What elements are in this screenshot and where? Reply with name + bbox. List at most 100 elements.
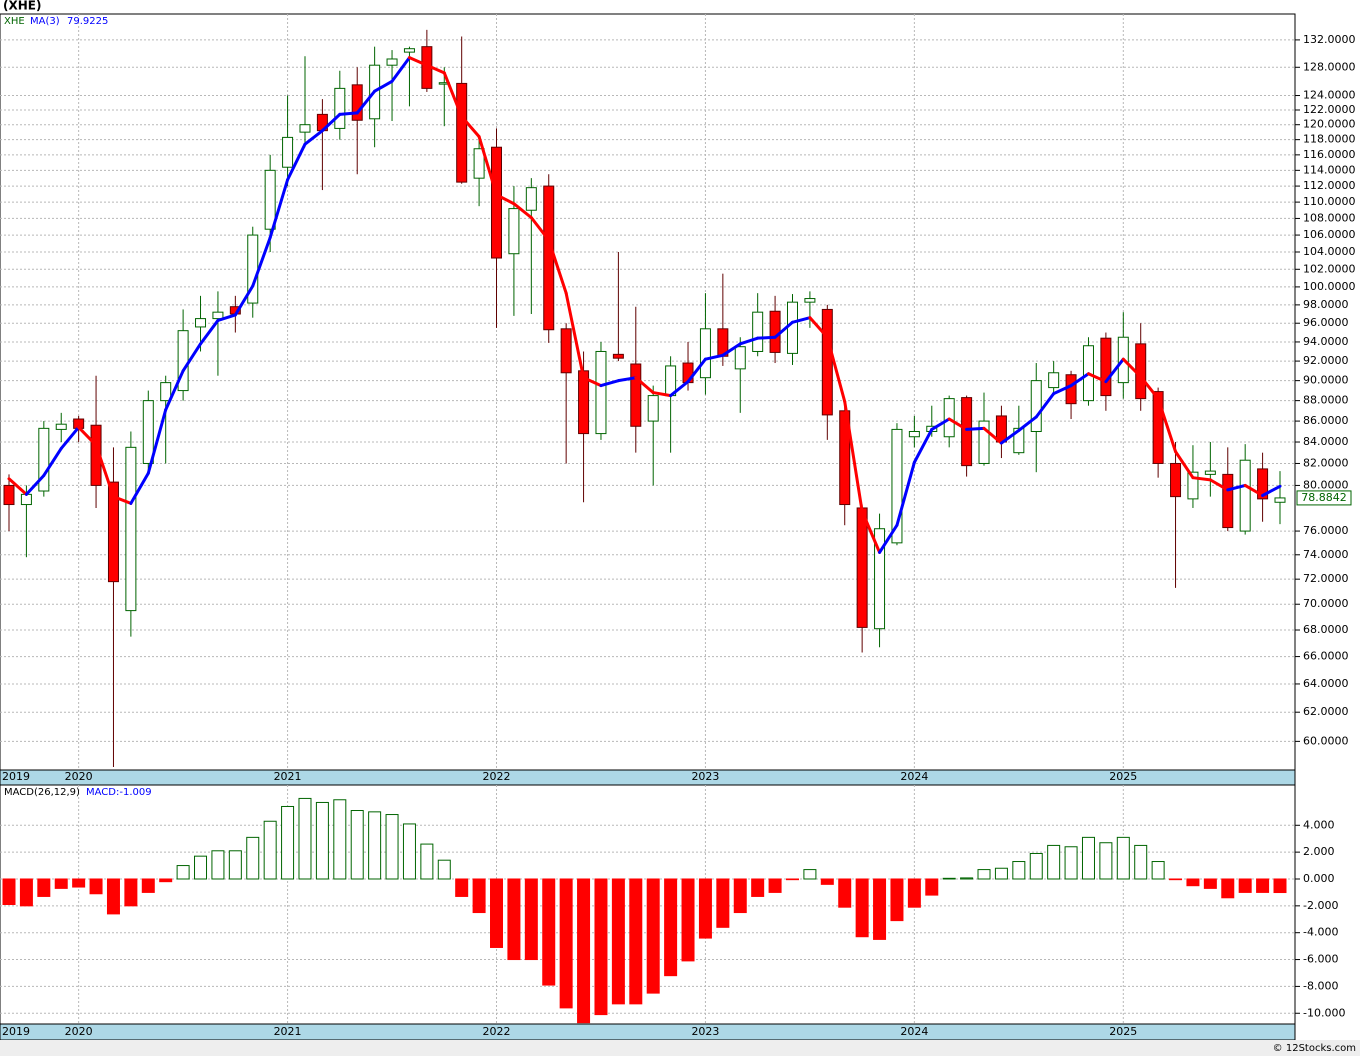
macd-bar (37, 878, 51, 897)
ma-segment (860, 509, 882, 554)
x-tick-label: 2021 (274, 770, 302, 783)
ma-segment (390, 56, 411, 83)
y-tick-label: 74.0000 (1303, 548, 1349, 561)
y-tick-label: 112.0000 (1303, 179, 1356, 192)
macd-bar (820, 878, 834, 885)
macd-bar (2, 878, 16, 906)
macd-bar (106, 878, 120, 915)
x-tick-label: 2020 (65, 1025, 93, 1038)
candle-body (125, 446, 137, 612)
macd-bar (159, 878, 173, 883)
macd-bar (1169, 878, 1183, 881)
candle-body (195, 318, 207, 328)
ma-segment (320, 112, 342, 133)
macd-bar (1012, 861, 1026, 880)
macd-bar (646, 878, 660, 994)
ma-segment (1191, 476, 1212, 482)
ma-segment (442, 71, 464, 119)
x-tick-label: 2022 (483, 770, 511, 783)
candle-body (874, 528, 886, 630)
ma-segment (268, 178, 290, 240)
ma-segment (1243, 483, 1265, 497)
y-tick-label: 122.0000 (1303, 103, 1356, 116)
footer: © 12Stocks.com (1273, 1043, 1356, 1054)
macd-bar (733, 878, 747, 914)
y-tick-label: 94.0000 (1303, 335, 1349, 348)
ma-segment (825, 335, 847, 404)
x-tick-label: 2025 (1109, 770, 1137, 783)
y-tick-label: 104.0000 (1303, 245, 1356, 258)
macd-bar (455, 878, 469, 897)
macd-bar (1047, 844, 1061, 880)
candle-body (560, 328, 572, 374)
symbol-legend: XHE (4, 16, 25, 27)
macd-bar (350, 810, 364, 880)
ma-segment (912, 427, 934, 464)
y-tick-label: 98.0000 (1303, 298, 1349, 311)
macd-bar (664, 878, 678, 977)
x-tick-label: 2022 (483, 1025, 511, 1038)
ma-segment (703, 353, 725, 361)
ma-segment (7, 477, 28, 496)
candle-body (1100, 337, 1112, 397)
ma-segment (1139, 375, 1160, 401)
ma-segment (999, 428, 1021, 445)
y-tick-label: 90.0000 (1303, 374, 1349, 387)
ma-segment (547, 238, 568, 295)
chart-title: (XHE) (3, 0, 41, 13)
y-tick-label: 124.0000 (1303, 89, 1356, 102)
candle-body (351, 84, 363, 121)
ma-segment (738, 336, 760, 346)
y-tick-label: -6.000 (1303, 953, 1338, 966)
ma-segment (756, 335, 777, 340)
ma-segment (616, 376, 638, 383)
ma-segment (111, 495, 133, 505)
macd-bar (1221, 878, 1235, 899)
ma-segment (425, 63, 446, 75)
candle-body (891, 428, 903, 544)
ma-segment (233, 284, 255, 317)
candle-body (908, 430, 920, 438)
macd-bar (559, 878, 573, 1009)
ma-segment (303, 129, 324, 146)
ma-segment (1156, 397, 1178, 454)
candle-body (1187, 471, 1199, 500)
macd-date-band (0, 1023, 1296, 1041)
candle-body (264, 169, 276, 230)
y-tick-label: -8.000 (1303, 979, 1338, 992)
macd-bar (1134, 844, 1148, 880)
macd-bar (263, 820, 277, 880)
y-tick-label: 86.0000 (1303, 414, 1349, 427)
candle-body (1152, 391, 1164, 464)
candle-body (386, 58, 398, 66)
ma-segment (1208, 478, 1230, 492)
ma-segment (982, 426, 1003, 445)
ma-segment (355, 89, 377, 115)
candle-body (595, 350, 607, 435)
ma-segment (216, 313, 237, 322)
macd-bar (1203, 878, 1217, 889)
macd-bar (194, 855, 208, 880)
y-tick-label: 84.0000 (1303, 435, 1349, 448)
x-tick-label: 2025 (1109, 1025, 1137, 1038)
macd-bar (594, 878, 608, 1016)
ma-segment (564, 291, 586, 380)
ma-segment (129, 471, 150, 505)
candle-body (525, 187, 537, 211)
ma-segment (181, 342, 203, 373)
macd-bar (838, 878, 852, 908)
candle-body (1048, 372, 1060, 389)
y-tick-label: 4.000 (1303, 818, 1335, 831)
y-tick-label: 128.0000 (1303, 60, 1356, 73)
macd-legend: MACD:-1.009 (86, 787, 152, 798)
y-tick-label: 96.0000 (1303, 316, 1349, 329)
ma-segment (930, 417, 951, 431)
macd-bar (281, 805, 295, 880)
candle-body (543, 185, 555, 331)
x-tick-label: 2024 (900, 770, 928, 783)
macd-bar (994, 867, 1008, 880)
y-tick-label: 80.0000 (1303, 478, 1349, 491)
candle-body (491, 146, 503, 259)
